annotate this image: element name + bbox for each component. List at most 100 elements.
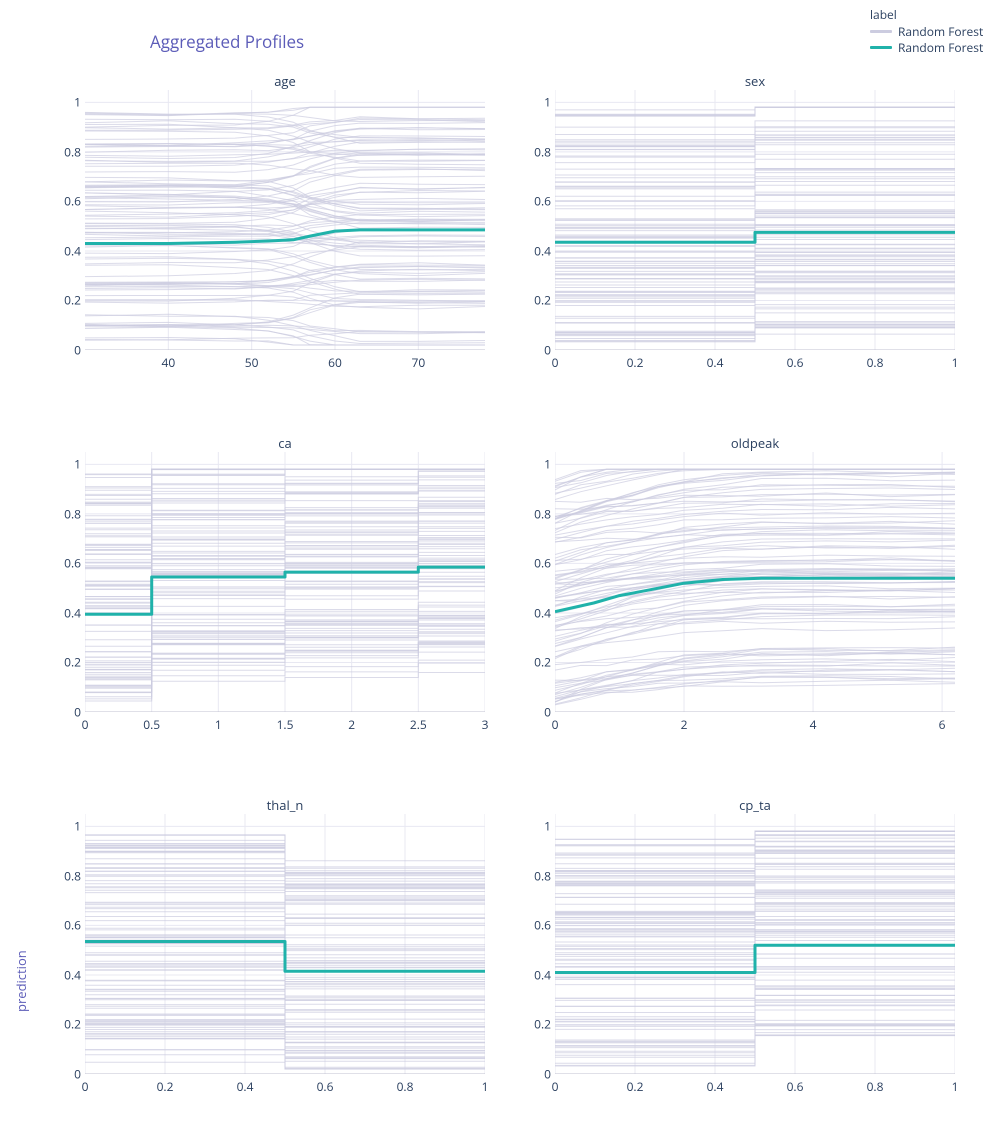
y-tick-label: 0 (544, 704, 551, 721)
y-tick-label: 0.2 (64, 654, 81, 671)
x-tick-label: 0 (82, 1078, 89, 1095)
y-tick-label: 0 (74, 342, 81, 359)
panel-ca: ca00.20.40.60.8100.511.522.53 (85, 452, 485, 712)
x-tick-label: 0.8 (867, 1078, 884, 1095)
y-tick-label: 0.4 (64, 604, 81, 621)
x-tick-label: 4 (810, 716, 817, 733)
panel-title: ca (85, 434, 485, 452)
y-ticks: 00.20.40.60.81 (519, 452, 551, 712)
legend-item-0: Random Forest (870, 23, 983, 39)
y-tick-label: 0.6 (534, 917, 551, 934)
y-tick-label: 0.8 (64, 505, 81, 522)
x-tick-label: 0.6 (317, 1078, 334, 1095)
panel-plot (555, 90, 955, 350)
y-ticks: 00.20.40.60.81 (49, 90, 81, 350)
y-tick-label: 0.4 (64, 242, 81, 259)
y-tick-label: 0.4 (534, 242, 551, 259)
panel-plot (85, 452, 485, 712)
x-tick-label: 0 (552, 354, 559, 371)
background-profiles (85, 107, 485, 345)
y-tick-label: 1 (544, 456, 551, 473)
panel-sex: sex00.20.40.60.8100.20.40.60.81 (555, 90, 955, 350)
x-tick-label: 70 (411, 354, 425, 371)
y-tick-label: 0.4 (64, 966, 81, 983)
legend-label-1: Random Forest (898, 39, 983, 56)
legend-label-0: Random Forest (898, 23, 983, 40)
panel-plot (85, 814, 485, 1074)
y-tick-label: 0.6 (534, 555, 551, 572)
panel-title: sex (555, 72, 955, 90)
background-profiles (555, 107, 955, 342)
y-tick-label: 0.4 (534, 604, 551, 621)
y-tick-label: 0.8 (534, 143, 551, 160)
x-tick-label: 2 (348, 716, 355, 733)
y-ticks: 00.20.40.60.81 (49, 452, 81, 712)
panel-oldpeak: oldpeak00.20.40.60.810246 (555, 452, 955, 712)
panel-title: cp_ta (555, 796, 955, 814)
legend-title: label (870, 6, 983, 23)
panel-plot (555, 452, 955, 712)
panel-cp_ta: cp_ta00.20.40.60.8100.20.40.60.81 (555, 814, 955, 1074)
y-ticks: 00.20.40.60.81 (49, 814, 81, 1074)
y-tick-label: 0 (74, 704, 81, 721)
x-tick-label: 1 (482, 1078, 489, 1095)
x-tick-label: 60 (328, 354, 342, 371)
figure: Aggregated Profiles label Random Forest … (0, 0, 984, 1128)
y-tick-label: 1 (74, 818, 81, 835)
x-ticks: 40506070 (85, 350, 485, 372)
y-tick-label: 0.2 (64, 1016, 81, 1033)
x-tick-label: 2 (681, 716, 688, 733)
y-tick-label: 0.4 (534, 966, 551, 983)
x-ticks: 00.511.522.53 (85, 712, 485, 734)
y-ticks: 00.20.40.60.81 (519, 90, 551, 350)
y-tick-label: 0 (544, 342, 551, 359)
x-tick-label: 0 (552, 1078, 559, 1095)
x-tick-label: 0.6 (787, 1078, 804, 1095)
y-tick-label: 0.6 (534, 193, 551, 210)
x-tick-label: 0 (552, 716, 559, 733)
x-ticks: 00.20.40.60.81 (85, 1074, 485, 1096)
legend-swatch-1 (870, 46, 892, 49)
legend-item-1: Random Forest (870, 39, 983, 55)
y-tick-label: 1 (544, 818, 551, 835)
y-tick-label: 0.2 (534, 1016, 551, 1033)
y-tick-label: 0 (74, 1066, 81, 1083)
panel-plot (85, 90, 485, 350)
panel-title: age (85, 72, 485, 90)
panel-title: oldpeak (555, 434, 955, 452)
x-tick-label: 1.5 (277, 716, 294, 733)
x-ticks: 00.20.40.60.81 (555, 1074, 955, 1096)
y-tick-label: 0.8 (64, 143, 81, 160)
legend: label Random Forest Random Forest (870, 6, 983, 55)
y-tick-label: 0.8 (64, 867, 81, 884)
panel-title: thal_n (85, 796, 485, 814)
x-tick-label: 0 (82, 716, 89, 733)
x-tick-label: 0.2 (157, 1078, 174, 1095)
legend-swatch-0 (870, 30, 892, 33)
y-tick-label: 0.2 (64, 292, 81, 309)
background-profiles (85, 469, 485, 701)
x-tick-label: 0.2 (627, 1078, 644, 1095)
y-tick-label: 1 (544, 94, 551, 111)
x-ticks: 00.20.40.60.81 (555, 350, 955, 372)
x-ticks: 0246 (555, 712, 955, 734)
y-tick-label: 1 (74, 94, 81, 111)
x-tick-label: 0.6 (787, 354, 804, 371)
x-tick-label: 0.4 (707, 354, 724, 371)
y-tick-label: 1 (74, 456, 81, 473)
y-tick-label: 0.6 (64, 555, 81, 572)
x-tick-label: 3 (482, 716, 489, 733)
y-tick-label: 0.2 (534, 654, 551, 671)
y-tick-label: 0.6 (64, 917, 81, 934)
main-title: Aggregated Profiles (150, 30, 304, 53)
x-tick-label: 0.5 (143, 716, 160, 733)
y-tick-label: 0.8 (534, 867, 551, 884)
x-tick-label: 0.4 (237, 1078, 254, 1095)
x-tick-label: 0.2 (627, 354, 644, 371)
x-tick-label: 40 (161, 354, 175, 371)
x-tick-label: 2.5 (410, 716, 427, 733)
x-tick-label: 0.8 (397, 1078, 414, 1095)
y-tick-label: 0.6 (64, 193, 81, 210)
panel-thal_n: thal_n00.20.40.60.8100.20.40.60.81 (85, 814, 485, 1074)
y-ticks: 00.20.40.60.81 (519, 814, 551, 1074)
